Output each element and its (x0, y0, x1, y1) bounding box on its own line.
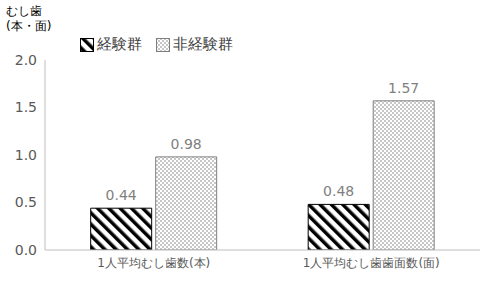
svg-text:0.48: 0.48 (323, 183, 354, 199)
html-text:非経験群: 非経験群 (173, 35, 233, 53)
svg-text:1.5: 1.5 (15, 99, 37, 115)
svg-text:0.98: 0.98 (171, 136, 202, 152)
svg-text:2.0: 2.0 (15, 52, 37, 68)
html-text:(本・面): (本・面) (6, 19, 52, 33)
svg-text:1.57: 1.57 (388, 80, 419, 96)
html-text:経験群: 経験群 (97, 35, 142, 53)
html-text:むし歯: むし歯 (6, 4, 42, 18)
svg-text:1人平均むし歯数(本): 1人平均むし歯数(本) (97, 256, 210, 270)
svg-text:1.0: 1.0 (15, 147, 37, 163)
svg-text:0.0: 0.0 (15, 242, 37, 258)
svg-text:1人平均むし歯歯面数(面): 1人平均むし歯歯面数(面) (303, 256, 440, 270)
svg-text:0.44: 0.44 (106, 187, 137, 203)
svg-text:0.5: 0.5 (15, 194, 37, 210)
